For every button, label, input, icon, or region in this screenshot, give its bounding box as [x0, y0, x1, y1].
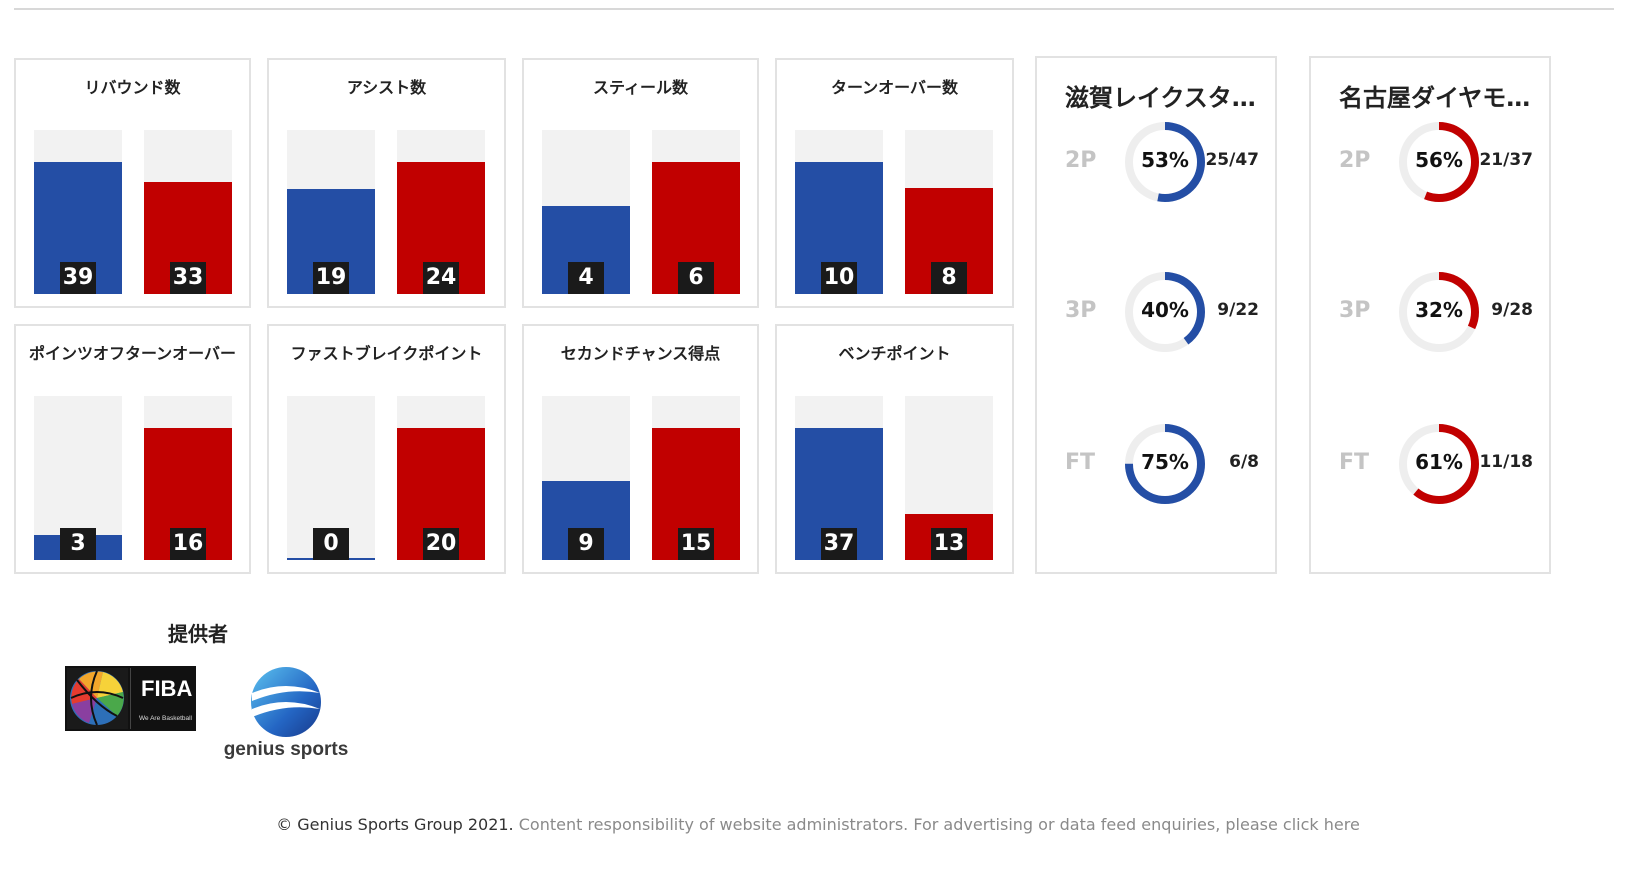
fiba-tagline: We Are Basketball [139, 715, 193, 722]
away-bar-track: 13 [905, 396, 993, 560]
shots-made-attempted: 25/47 [1205, 150, 1259, 170]
shot-percentage: 56% [1415, 148, 1463, 172]
shot-percentage-ring [1399, 122, 1479, 202]
stat-title: セカンドチャンス得点 [560, 344, 721, 363]
stat-title: アシスト数 [346, 78, 427, 97]
home-value-label: 0 [313, 528, 349, 560]
shot-type-label: 2P [1065, 148, 1097, 173]
home-value-label: 10 [821, 262, 857, 294]
shot-type-label: 3P [1065, 298, 1097, 323]
home-value-label: 3 [60, 528, 96, 560]
home-bar-track: 4 [542, 130, 630, 294]
ring-arc [1399, 122, 1479, 202]
stat-card: スティール数 4 6 [522, 58, 759, 308]
away-bar-track: 20 [397, 396, 485, 560]
shot-type-label: 2P [1339, 148, 1371, 173]
shot-percentage-ring [1125, 424, 1205, 504]
shots-made-attempted: 9/28 [1491, 300, 1533, 320]
away-value-label: 16 [170, 528, 206, 560]
home-bar-track: 37 [795, 396, 883, 560]
stat-title: ポインツオフターンオーバー [28, 344, 237, 363]
footer-copyright: © Genius Sports Group 2021. [276, 815, 514, 834]
stat-card: ポインツオフターンオーバー 3 16 [14, 324, 251, 574]
ring-arc [1125, 272, 1205, 352]
shots-made-attempted: 6/8 [1229, 452, 1259, 472]
stat-card: リバウンド数 39 33 [14, 58, 251, 308]
away-value-label: 24 [423, 262, 459, 294]
home-value-label: 9 [568, 528, 604, 560]
shot-row: FT 75% 6/8 [1037, 420, 1275, 510]
shots-made-attempted: 9/22 [1217, 300, 1259, 320]
fiba-logo[interactable]: FIBA We Are Basketball [65, 666, 196, 731]
team-name[interactable]: 名古屋ダイヤモ… [1339, 84, 1531, 112]
team-name[interactable]: 滋賀レイクスタ… [1065, 84, 1256, 112]
away-value-label: 20 [423, 528, 459, 560]
away-value-label: 33 [170, 262, 206, 294]
stat-card: セカンドチャンス得点 9 15 [522, 324, 759, 574]
stat-card: ターンオーバー数 10 8 [775, 58, 1014, 308]
fiba-wordmark: FIBA [141, 676, 192, 701]
home-bar-track: 19 [287, 130, 375, 294]
shot-type-label: FT [1339, 450, 1370, 475]
genius-wordmark: genius sports [224, 739, 349, 760]
shot-row: FT 61% 11/18 [1311, 420, 1549, 510]
shot-percentage-ring [1125, 272, 1205, 352]
away-bar-track: 24 [397, 130, 485, 294]
away-value-label: 15 [678, 528, 714, 560]
genius-sports-logo[interactable]: genius sports [216, 665, 356, 765]
stat-card: ファストブレイクポイント 0 20 [267, 324, 506, 574]
footer: © Genius Sports Group 2021. Content resp… [0, 815, 1636, 834]
home-bar-track: 10 [795, 130, 883, 294]
ring-arc [1125, 122, 1205, 202]
home-value-label: 37 [821, 528, 857, 560]
top-divider [14, 8, 1614, 10]
shot-percentage: 75% [1141, 450, 1189, 474]
shots-made-attempted: 21/37 [1479, 150, 1533, 170]
stat-card: アシスト数 19 24 [267, 58, 506, 308]
shot-row: 2P 56% 21/37 [1311, 118, 1549, 208]
footer-enquiries-link[interactable]: Content responsibility of website admini… [513, 815, 1360, 834]
ring-arc [1125, 424, 1205, 504]
stat-title: ベンチポイント [838, 344, 951, 363]
away-bar-track: 33 [144, 130, 232, 294]
providers-label: 提供者 [168, 622, 228, 646]
shot-row: 3P 32% 9/28 [1311, 268, 1549, 358]
shots-made-attempted: 11/18 [1479, 452, 1533, 472]
shot-percentage-ring [1399, 272, 1479, 352]
shot-percentage: 32% [1415, 298, 1463, 322]
away-bar-track: 16 [144, 396, 232, 560]
home-bar-track: 0 [287, 396, 375, 560]
home-value-label: 4 [568, 262, 604, 294]
shot-row: 2P 53% 25/47 [1037, 118, 1275, 208]
stat-title: ファストブレイクポイント [290, 344, 483, 363]
shot-percentage: 61% [1415, 450, 1463, 474]
home-bar-track: 39 [34, 130, 122, 294]
home-value-label: 19 [313, 262, 349, 294]
away-value-label: 6 [678, 262, 714, 294]
stat-title: リバウンド数 [84, 78, 181, 97]
away-value-label: 13 [931, 528, 967, 560]
shot-percentage: 53% [1141, 148, 1189, 172]
home-value-label: 39 [60, 262, 96, 294]
away-bar-track: 6 [652, 130, 740, 294]
ring-arc [1399, 272, 1479, 352]
away-bar-track: 8 [905, 130, 993, 294]
away-bar-track: 15 [652, 396, 740, 560]
away-value-label: 8 [931, 262, 967, 294]
shot-percentage-ring [1125, 122, 1205, 202]
stat-title: ターンオーバー数 [830, 78, 959, 97]
ring-arc [1399, 424, 1479, 504]
shot-row: 3P 40% 9/22 [1037, 268, 1275, 358]
home-bar-track: 9 [542, 396, 630, 560]
home-bar-track: 3 [34, 396, 122, 560]
stat-title: スティール数 [592, 78, 689, 97]
shot-percentage-ring [1399, 424, 1479, 504]
shot-type-label: FT [1065, 450, 1096, 475]
shot-percentage: 40% [1141, 298, 1189, 322]
stat-card: ベンチポイント 37 13 [775, 324, 1014, 574]
team-panel: 滋賀レイクスタ… 2P 53% 25/47 3P 40% 9/22 FT 75% 6/8 [1035, 56, 1277, 574]
team-panel: 名古屋ダイヤモ… 2P 56% 21/37 3P 32% 9/28 FT 61% 11/18 [1309, 56, 1551, 574]
shot-type-label: 3P [1339, 298, 1371, 323]
